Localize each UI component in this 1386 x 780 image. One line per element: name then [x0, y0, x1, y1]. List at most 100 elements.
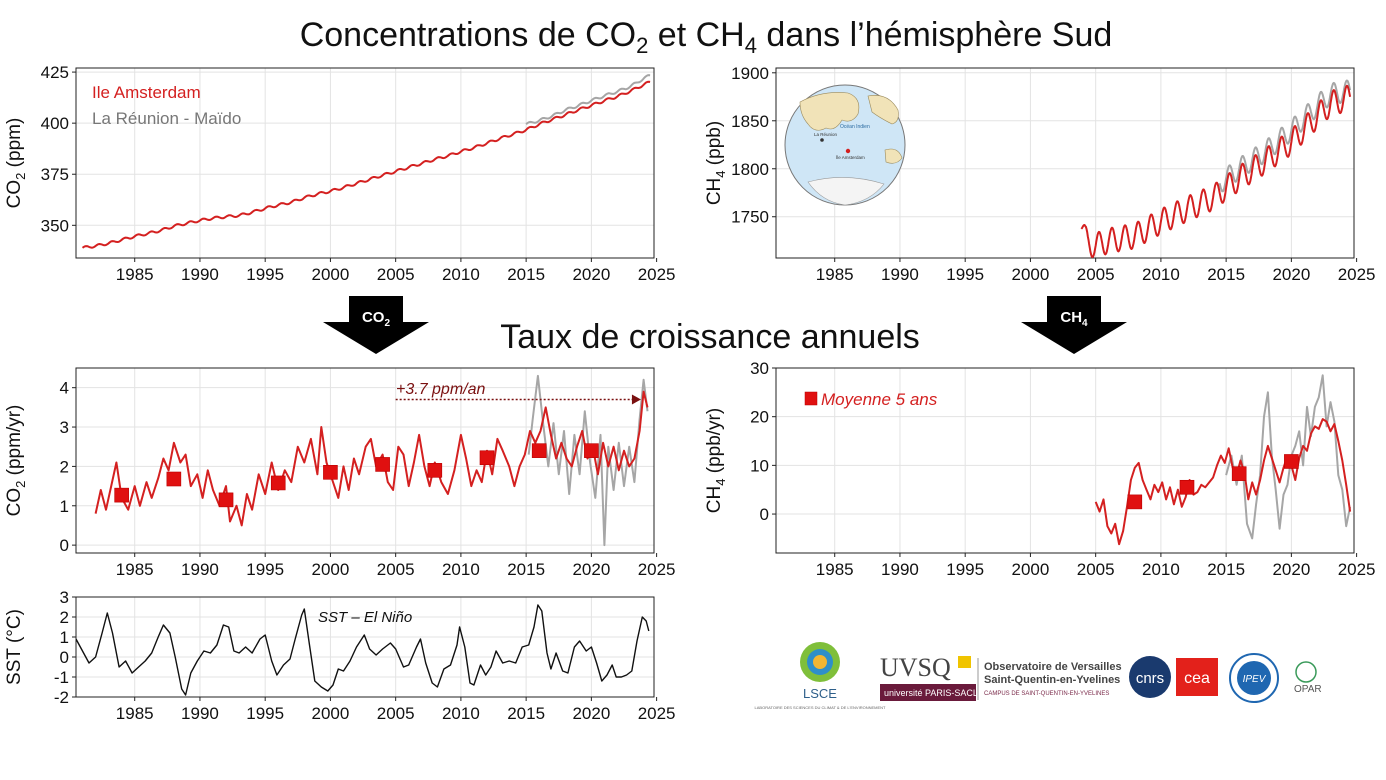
x-tick-label: 2005: [377, 704, 415, 723]
southern-hemisphere-map: Océan Indien La Réunion Île Amsterdam: [784, 84, 906, 206]
y-tick-label: 1: [60, 628, 69, 647]
x-tick-label: 1995: [246, 265, 284, 284]
series-line-ile-amsterdam: [1080, 84, 1352, 258]
osv-line-2: Saint-Quentin-en-Yvelines: [984, 674, 1120, 686]
y-axis-label: SST (°C): [4, 609, 25, 685]
antarctica-landmass: [807, 177, 885, 206]
ipev-logo-text: IPEV: [1243, 674, 1267, 685]
plot-frame: [775, 67, 1355, 259]
x-tick-label: 1985: [116, 704, 154, 723]
x-tick-label: 2020: [1272, 265, 1310, 284]
uvsq-logo-text: UVSQ: [880, 653, 951, 682]
x-tick-label: 2000: [1012, 265, 1050, 284]
australia-landmass: [884, 148, 903, 164]
y-axis-label: CO2 (ppm/yr): [4, 405, 28, 517]
y-tick-label: 350: [41, 216, 69, 235]
x-tick-label: 2010: [442, 265, 480, 284]
y-tick-label: 400: [41, 114, 69, 133]
osv-logo: Observatoire de Versailles Saint-Quentin…: [977, 658, 1122, 700]
series-line-ile-amsterdam: [94, 390, 649, 527]
x-tick-label: 2020: [572, 265, 610, 284]
five-year-mean-marker: [427, 463, 443, 478]
growth-annotation: +3.7 ppm/an: [396, 381, 486, 398]
co2-growth-rate-chart: 1985 1990 1995 2000 2005 2010 2015 2020 2025 0 1 2 3…: [4, 367, 676, 579]
y-tick-label: -2: [54, 688, 69, 707]
five-year-mean-marker: [114, 487, 129, 503]
y-tick-label: 2: [60, 457, 69, 476]
lsce-logo: LSCE LABORATOIRE DES SCIENCES DU CLIMAT …: [755, 642, 886, 710]
opar-logo-text: OPAR: [1294, 684, 1322, 695]
x-tick-label: 2020: [1272, 560, 1310, 579]
x-tick-label: 1985: [116, 560, 154, 579]
ch4-growth-rate-chart: 1985 1990 1995 2000 2005 2010 2015 2020 2025 0 10 2…: [704, 359, 1376, 579]
y-tick-label: 3: [60, 588, 69, 607]
opar-logo-mark: [1295, 661, 1317, 683]
cnrs-logo-text: cnrs: [1136, 670, 1164, 687]
legend-five-year-mean: Moyenne 5 ans: [804, 390, 938, 409]
ch4-arrow-label: CH4: [1060, 309, 1088, 329]
co2-down-arrow: CO2: [323, 296, 429, 354]
five-year-mean-marker: [1179, 479, 1195, 495]
main-title: Concentrations de CO2 et CH4 dans l’hémi…: [300, 16, 1113, 58]
x-tick-label: 2010: [1142, 265, 1180, 284]
series-line-ile-amsterdam: [1094, 418, 1352, 546]
x-tick-label: 2015: [507, 560, 545, 579]
y-axis-label: CH4 (ppb): [704, 121, 728, 205]
cnrs-logo-disc: [1129, 656, 1171, 698]
sst-annotation: SST – El Niño: [318, 609, 412, 626]
ch4-down-arrow: CH4: [1021, 296, 1127, 354]
africa-landmass: [799, 92, 860, 131]
y-tick-label: 30: [750, 359, 769, 378]
plot-frame: [775, 367, 1355, 554]
x-tick-label: 1990: [881, 560, 919, 579]
y-tick-label: 1900: [731, 64, 769, 83]
x-tick-label: 1990: [181, 704, 219, 723]
five-year-mean-marker: [375, 457, 390, 472]
y-tick-label: 4: [60, 379, 69, 398]
co2-arrow-label: CO2: [362, 309, 391, 329]
reunion-marker: [820, 138, 824, 142]
map-label-ocean: Océan Indien: [840, 124, 870, 130]
x-tick-label: 2025: [638, 560, 676, 579]
y-tick-label: 0: [60, 536, 69, 555]
co2-concentration-chart: 1985 1990 1995 2000 2005 2010 2015 2020 2025 350 3…: [4, 63, 676, 284]
series-line-la-r-union-ma-do: [1218, 79, 1352, 193]
x-tick-label: 2010: [1142, 560, 1180, 579]
legend-ile-amsterdam: Ile Amsterdam: [92, 83, 201, 102]
five-year-mean-marker: [218, 492, 234, 508]
five-year-mean-marker: [479, 450, 495, 466]
x-tick-label: 2020: [572, 704, 610, 723]
y-tick-label: 10: [750, 456, 769, 475]
y-tick-label: 0: [60, 648, 69, 667]
uvsq-logo: UVSQ université PARIS-SACLAY: [880, 653, 989, 701]
x-tick-label: 1990: [181, 265, 219, 284]
x-tick-label: 1995: [946, 560, 984, 579]
y-axis-label: CO2 (ppm): [4, 118, 28, 209]
series-line-la-r-union-ma-do: [527, 374, 649, 547]
y-tick-label: -1: [54, 668, 69, 687]
plot-frame: [75, 67, 655, 259]
x-tick-label: 2025: [638, 704, 676, 723]
five-year-mean-marker: [166, 471, 182, 487]
opar-logo: OPAR: [1294, 661, 1322, 695]
cea-logo: cea: [1176, 658, 1218, 696]
cea-logo-box: [1176, 658, 1218, 696]
x-tick-label: 2025: [1338, 560, 1376, 579]
five-year-mean-marker: [270, 475, 286, 491]
map-label-reunion: La Réunion: [814, 132, 838, 137]
x-tick-label: 2015: [1207, 265, 1245, 284]
y-tick-label: 2: [60, 608, 69, 627]
x-tick-label: 1990: [181, 560, 219, 579]
legend-square-marker: [804, 391, 818, 406]
plot-frame: [75, 367, 655, 554]
uvsq-logo-mark: [958, 656, 971, 668]
five-year-mean-marker: [323, 465, 338, 480]
x-tick-label: 2025: [1338, 265, 1376, 284]
series-line-la-r-union-ma-do: [525, 74, 651, 125]
y-tick-label: 3: [60, 418, 69, 437]
ipev-logo: IPEV: [1229, 653, 1279, 703]
asia-landmass: [867, 95, 899, 125]
legend-la-reunion-maido: La Réunion - Maïdo: [92, 109, 241, 128]
lsce-logo-subtitle: LABORATOIRE DES SCIENCES DU CLIMAT & DE …: [755, 705, 886, 710]
